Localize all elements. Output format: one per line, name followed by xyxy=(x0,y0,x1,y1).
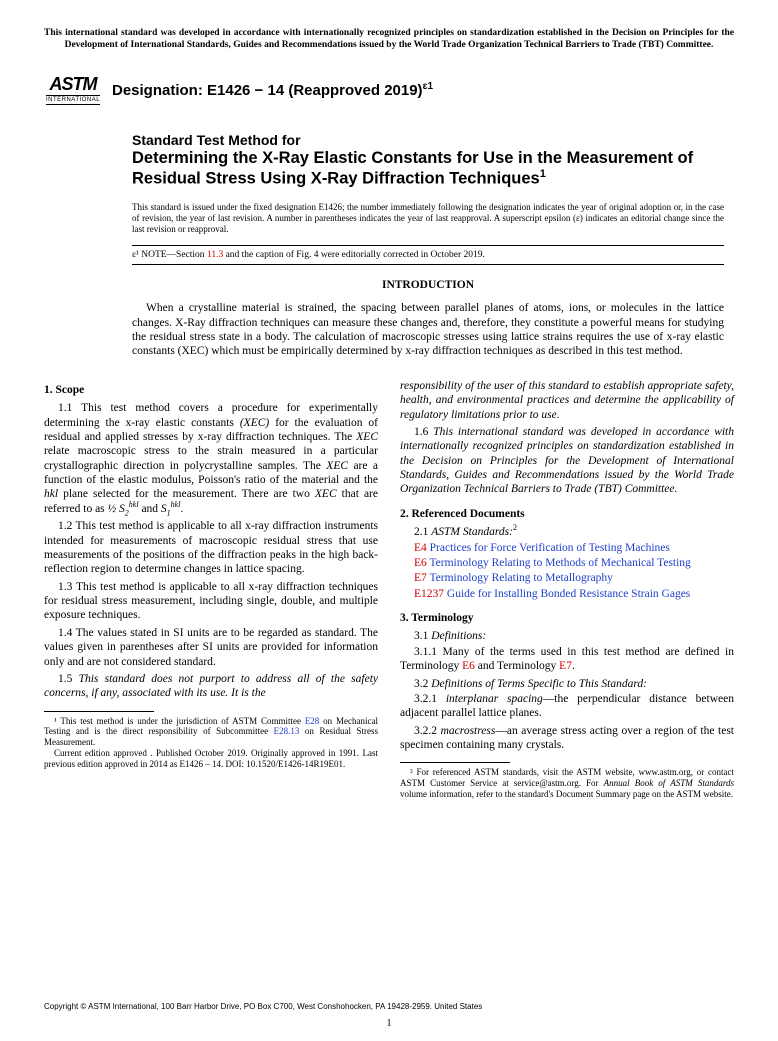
designation-code: E1426 − 14 (Reapproved 2019) xyxy=(207,82,423,99)
ref-tag[interactable]: E6 xyxy=(414,557,427,569)
epsilon-note: ɛ¹ NOTE—Section 11.3 and the caption of … xyxy=(132,245,724,265)
t: ¹ This test method is under the jurisdic… xyxy=(54,716,305,726)
eps-section-ref[interactable]: 11.3 xyxy=(207,250,223,260)
para-1-5-cont: responsibility of the user of this stand… xyxy=(400,379,734,422)
t: 1 xyxy=(167,508,171,517)
t: hkl xyxy=(129,500,139,509)
t: . xyxy=(180,503,183,515)
t: 3.2 xyxy=(414,678,431,690)
t: volume information, refer to the standar… xyxy=(400,789,733,799)
page-number: 1 xyxy=(0,1018,778,1029)
term-link-e6[interactable]: E6 xyxy=(462,660,475,672)
term-link-e7[interactable]: E7 xyxy=(559,660,572,672)
t: hkl xyxy=(171,500,181,509)
introduction-body: When a crystalline material is strained,… xyxy=(132,301,724,359)
logo-text-top: ASTM xyxy=(50,75,97,93)
t: macrostress xyxy=(441,725,496,737)
t: ASTM Standards: xyxy=(431,526,513,538)
para-2-1: 2.1 ASTM Standards:2 xyxy=(400,525,734,539)
section-1-head: 1. Scope xyxy=(44,383,378,397)
t: and xyxy=(139,503,161,515)
main-block: Standard Test Method for Determining the… xyxy=(132,132,724,359)
title-main: Determining the X-Ray Elastic Constants … xyxy=(132,148,724,190)
t: 3.1 xyxy=(414,630,431,642)
eps-rest: and the caption of Fig. 4 were editorial… xyxy=(223,250,485,260)
para-1-2: 1.2 This test method is applicable to al… xyxy=(44,519,378,577)
t: 2 xyxy=(513,523,517,532)
title-prefix: Standard Test Method for xyxy=(132,132,724,148)
t: 2.1 xyxy=(414,526,431,538)
t: ½ S xyxy=(108,503,125,515)
footnote-2: ² For referenced ASTM standards, visit t… xyxy=(400,767,734,799)
eps-label: NOTE xyxy=(141,250,166,260)
t: hkl xyxy=(44,488,58,500)
section-3-head: 3. Terminology xyxy=(400,611,734,625)
committee-link[interactable]: E28 xyxy=(305,716,320,726)
t: interplanar spacing xyxy=(446,693,543,705)
designation-prefix: Designation: xyxy=(112,82,207,99)
t: This standard does not purport to addres… xyxy=(44,673,378,699)
t: 1.6 xyxy=(414,426,433,438)
ref-item-3: E1237 Guide for Installing Bonded Resist… xyxy=(400,587,734,601)
ref-link[interactable]: Terminology Relating to Metallography xyxy=(429,572,612,584)
title-text: Determining the X-Ray Elastic Constants … xyxy=(132,149,693,188)
designation: Designation: E1426 − 14 (Reapproved 2019… xyxy=(112,81,433,99)
t: Annual Book of ASTM Standards xyxy=(604,778,734,788)
designation-epsilon: ɛ1 xyxy=(423,81,434,92)
ref-tag[interactable]: E4 xyxy=(414,542,427,554)
para-1-1: 1.1 This test method covers a procedure … xyxy=(44,401,378,516)
copyright-notice: Copyright © ASTM International, 100 Barr… xyxy=(44,1002,482,1011)
t: XEC xyxy=(356,431,378,443)
astm-logo: ASTM INTERNATIONAL xyxy=(44,66,102,114)
ref-tag[interactable]: E7 xyxy=(414,572,427,584)
footnote-1-a: ¹ This test method is under the jurisdic… xyxy=(44,716,378,748)
t: Definitions of Terms Specific to This St… xyxy=(431,678,647,690)
top-notice: This international standard was develope… xyxy=(44,28,734,52)
t: . xyxy=(572,660,575,672)
title-footmark: 1 xyxy=(540,168,546,180)
t: 1.5 xyxy=(58,673,79,685)
logo-text-bottom: INTERNATIONAL xyxy=(46,95,100,105)
para-3-2-2: 3.2.2 macrostress—an average stress acti… xyxy=(400,724,734,753)
para-1-3: 1.3 This test method is applicable to al… xyxy=(44,580,378,623)
introduction-heading: INTRODUCTION xyxy=(132,279,724,291)
issued-note: This standard is issued under the fixed … xyxy=(132,202,724,236)
subcommittee-link[interactable]: E28.13 xyxy=(274,726,300,736)
t: 3.2.2 xyxy=(414,725,441,737)
ref-item-0: E4 Practices for Force Verification of T… xyxy=(400,541,734,555)
t: XEC xyxy=(315,488,337,500)
page-root: This international standard was develope… xyxy=(0,0,778,1041)
footnote-1-b: Current edition approved . Published Oct… xyxy=(44,748,378,770)
t: and Terminology xyxy=(475,660,559,672)
ref-item-2: E7 Terminology Relating to Metallography xyxy=(400,571,734,585)
ref-item-1: E6 Terminology Relating to Methods of Me… xyxy=(400,556,734,570)
t: 3.2.1 xyxy=(414,693,446,705)
ref-link[interactable]: Practices for Force Verification of Test… xyxy=(430,542,670,554)
right-column: responsibility of the user of this stand… xyxy=(400,379,734,800)
ref-link[interactable]: Guide for Installing Bonded Resistance S… xyxy=(447,588,690,600)
para-3-2-1: 3.2.1 interplanar spacing—the perpendicu… xyxy=(400,692,734,721)
t: plane selected for the measurement. Ther… xyxy=(58,488,315,500)
eps-sup: ɛ¹ xyxy=(132,250,141,260)
para-1-6: 1.6 This international standard was deve… xyxy=(400,425,734,497)
para-1-4: 1.4 The values stated in SI units are to… xyxy=(44,626,378,669)
para-3-1-1: 3.1.1 Many of the terms used in this tes… xyxy=(400,645,734,674)
section-2-head: 2. Referenced Documents xyxy=(400,507,734,521)
t: 2 xyxy=(125,508,129,517)
para-3-1: 3.1 Definitions: xyxy=(400,629,734,643)
t: Definitions: xyxy=(431,630,486,642)
footnote-rule-left xyxy=(44,711,154,712)
ref-link[interactable]: Terminology Relating to Methods of Mecha… xyxy=(429,557,690,569)
t: This international standard was develope… xyxy=(400,426,734,496)
para-1-5: 1.5 This standard does not purport to ad… xyxy=(44,672,378,701)
ref-tag[interactable]: E1237 xyxy=(414,588,444,600)
footnote-rule-right xyxy=(400,762,510,763)
para-3-2: 3.2 Definitions of Terms Specific to Thi… xyxy=(400,677,734,691)
t: (XEC) xyxy=(240,417,269,429)
header-row: ASTM INTERNATIONAL Designation: E1426 − … xyxy=(44,66,734,114)
eps-dash: —Section xyxy=(167,250,207,260)
left-column: 1. Scope 1.1 This test method covers a p… xyxy=(44,379,378,800)
columns: 1. Scope 1.1 This test method covers a p… xyxy=(44,379,734,800)
t: XEC xyxy=(326,460,348,472)
